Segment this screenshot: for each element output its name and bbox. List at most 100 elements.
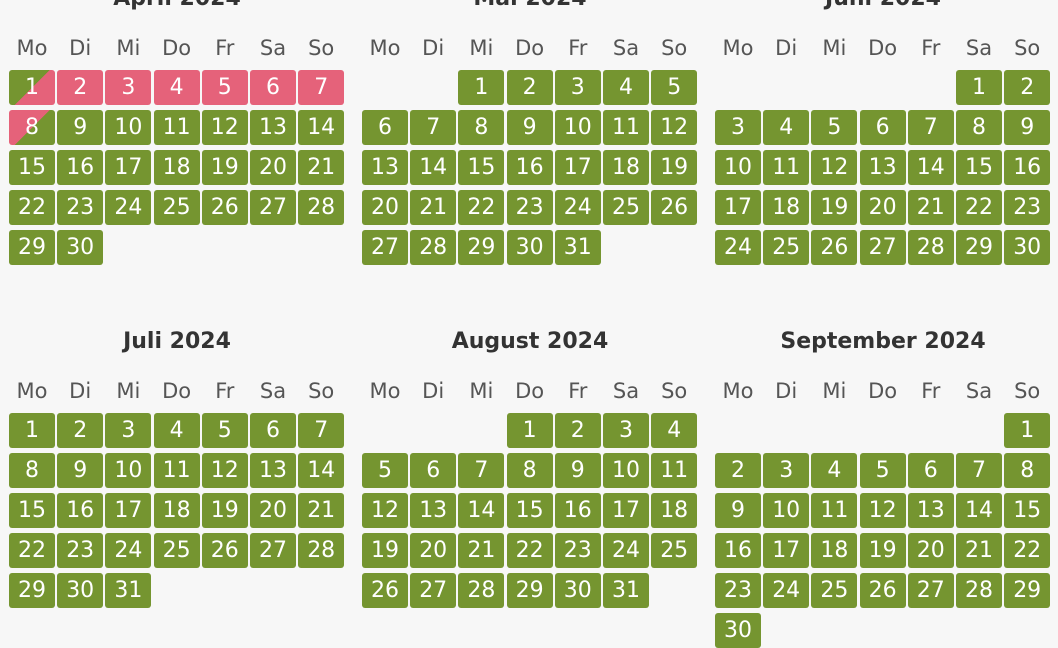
day-cell[interactable]: 13 [362, 150, 408, 185]
day-cell[interactable]: 28 [298, 190, 345, 225]
day-cell[interactable]: 6 [907, 453, 954, 488]
day-cell[interactable]: 7 [956, 453, 1002, 488]
day-cell[interactable]: 25 [811, 573, 858, 608]
day-cell[interactable]: 2 [554, 413, 601, 448]
day-cell[interactable]: 26 [859, 573, 906, 608]
day-cell[interactable]: 8 [956, 110, 1002, 145]
day-cell[interactable]: 7 [298, 70, 345, 105]
day-cell[interactable]: 14 [298, 453, 345, 488]
day-cell[interactable]: 22 [458, 190, 505, 225]
day-cell[interactable]: 14 [298, 110, 345, 145]
day-cell[interactable]: 28 [410, 230, 457, 265]
day-cell[interactable]: 19 [362, 533, 408, 568]
day-cell[interactable]: 1 [9, 413, 55, 448]
day-cell[interactable]: 29 [506, 573, 553, 608]
day-cell[interactable]: 12 [201, 453, 248, 488]
day-cell[interactable]: 4 [651, 413, 698, 448]
day-cell[interactable]: 1 [458, 70, 505, 105]
day-cell[interactable]: 6 [250, 413, 296, 448]
day-cell[interactable]: 31 [105, 573, 152, 608]
day-cell[interactable]: 11 [763, 150, 810, 185]
day-cell[interactable]: 7 [458, 453, 505, 488]
day-cell[interactable]: 3 [105, 70, 152, 105]
day-cell[interactable]: 11 [153, 453, 200, 488]
day-cell[interactable]: 18 [651, 493, 698, 528]
day-cell[interactable]: 23 [57, 533, 104, 568]
day-cell[interactable]: 28 [298, 533, 345, 568]
day-cell[interactable]: 27 [362, 230, 408, 265]
day-cell[interactable]: 3 [603, 413, 649, 448]
day-cell[interactable]: 5 [201, 413, 248, 448]
day-cell[interactable]: 22 [9, 190, 55, 225]
day-cell[interactable]: 11 [651, 453, 698, 488]
day-cell[interactable]: 6 [362, 110, 408, 145]
day-cell[interactable]: 13 [907, 493, 954, 528]
day-cell[interactable]: 26 [201, 533, 248, 568]
day-cell[interactable]: 4 [763, 110, 810, 145]
day-cell[interactable]: 14 [458, 493, 505, 528]
day-cell[interactable]: 9 [57, 453, 104, 488]
day-cell[interactable]: 15 [9, 493, 55, 528]
day-cell[interactable]: 28 [907, 230, 954, 265]
day-cell[interactable]: 10 [105, 110, 152, 145]
day-cell[interactable]: 10 [554, 110, 601, 145]
day-cell[interactable]: 24 [554, 190, 601, 225]
day-cell[interactable]: 20 [250, 493, 296, 528]
day-cell[interactable]: 6 [859, 110, 906, 145]
day-cell[interactable]: 27 [250, 533, 296, 568]
day-cell[interactable]: 16 [1004, 150, 1051, 185]
day-cell[interactable]: 30 [506, 230, 553, 265]
day-cell[interactable]: 15 [1004, 493, 1051, 528]
day-cell[interactable]: 9 [554, 453, 601, 488]
day-cell[interactable]: 18 [603, 150, 649, 185]
day-cell[interactable]: 5 [362, 453, 408, 488]
day-cell[interactable]: 2 [506, 70, 553, 105]
day-cell[interactable]: 15 [9, 150, 55, 185]
day-cell[interactable]: 21 [298, 150, 345, 185]
day-cell[interactable]: 20 [250, 150, 296, 185]
day-cell[interactable]: 5 [201, 70, 248, 105]
day-cell[interactable]: 1 [506, 413, 553, 448]
day-cell[interactable]: 22 [506, 533, 553, 568]
day-cell[interactable]: 30 [1004, 230, 1051, 265]
day-cell[interactable]: 4 [153, 70, 200, 105]
day-cell[interactable]: 9 [1004, 110, 1051, 145]
day-cell[interactable]: 26 [651, 190, 698, 225]
day-cell[interactable]: 30 [57, 230, 104, 265]
day-cell[interactable]: 26 [811, 230, 858, 265]
day-cell[interactable]: 23 [1004, 190, 1051, 225]
day-cell[interactable]: 22 [1004, 533, 1051, 568]
day-cell[interactable]: 14 [956, 493, 1002, 528]
day-cell[interactable]: 31 [603, 573, 649, 608]
day-cell[interactable]: 24 [763, 573, 810, 608]
day-cell[interactable]: 27 [250, 190, 296, 225]
day-cell[interactable]: 20 [907, 533, 954, 568]
day-cell[interactable]: 19 [201, 493, 248, 528]
day-cell[interactable]: 29 [458, 230, 505, 265]
day-cell[interactable]: 15 [506, 493, 553, 528]
day-cell[interactable]: 19 [651, 150, 698, 185]
day-cell[interactable]: 15 [458, 150, 505, 185]
day-cell[interactable]: 22 [9, 533, 55, 568]
day-cell[interactable]: 20 [410, 533, 457, 568]
day-cell[interactable]: 1 [9, 70, 55, 105]
day-cell[interactable]: 18 [763, 190, 810, 225]
day-cell[interactable]: 13 [250, 453, 296, 488]
day-cell[interactable]: 16 [715, 533, 761, 568]
day-cell[interactable]: 21 [458, 533, 505, 568]
day-cell[interactable]: 10 [715, 150, 761, 185]
day-cell[interactable]: 10 [603, 453, 649, 488]
day-cell[interactable]: 13 [859, 150, 906, 185]
day-cell[interactable]: 6 [250, 70, 296, 105]
day-cell[interactable]: 25 [153, 533, 200, 568]
day-cell[interactable]: 22 [956, 190, 1002, 225]
day-cell[interactable]: 27 [410, 573, 457, 608]
day-cell[interactable]: 30 [715, 613, 761, 648]
day-cell[interactable]: 16 [57, 150, 104, 185]
day-cell[interactable]: 25 [153, 190, 200, 225]
day-cell[interactable]: 21 [956, 533, 1002, 568]
day-cell[interactable]: 17 [715, 190, 761, 225]
day-cell[interactable]: 25 [651, 533, 698, 568]
day-cell[interactable]: 29 [9, 230, 55, 265]
day-cell[interactable]: 9 [57, 110, 104, 145]
